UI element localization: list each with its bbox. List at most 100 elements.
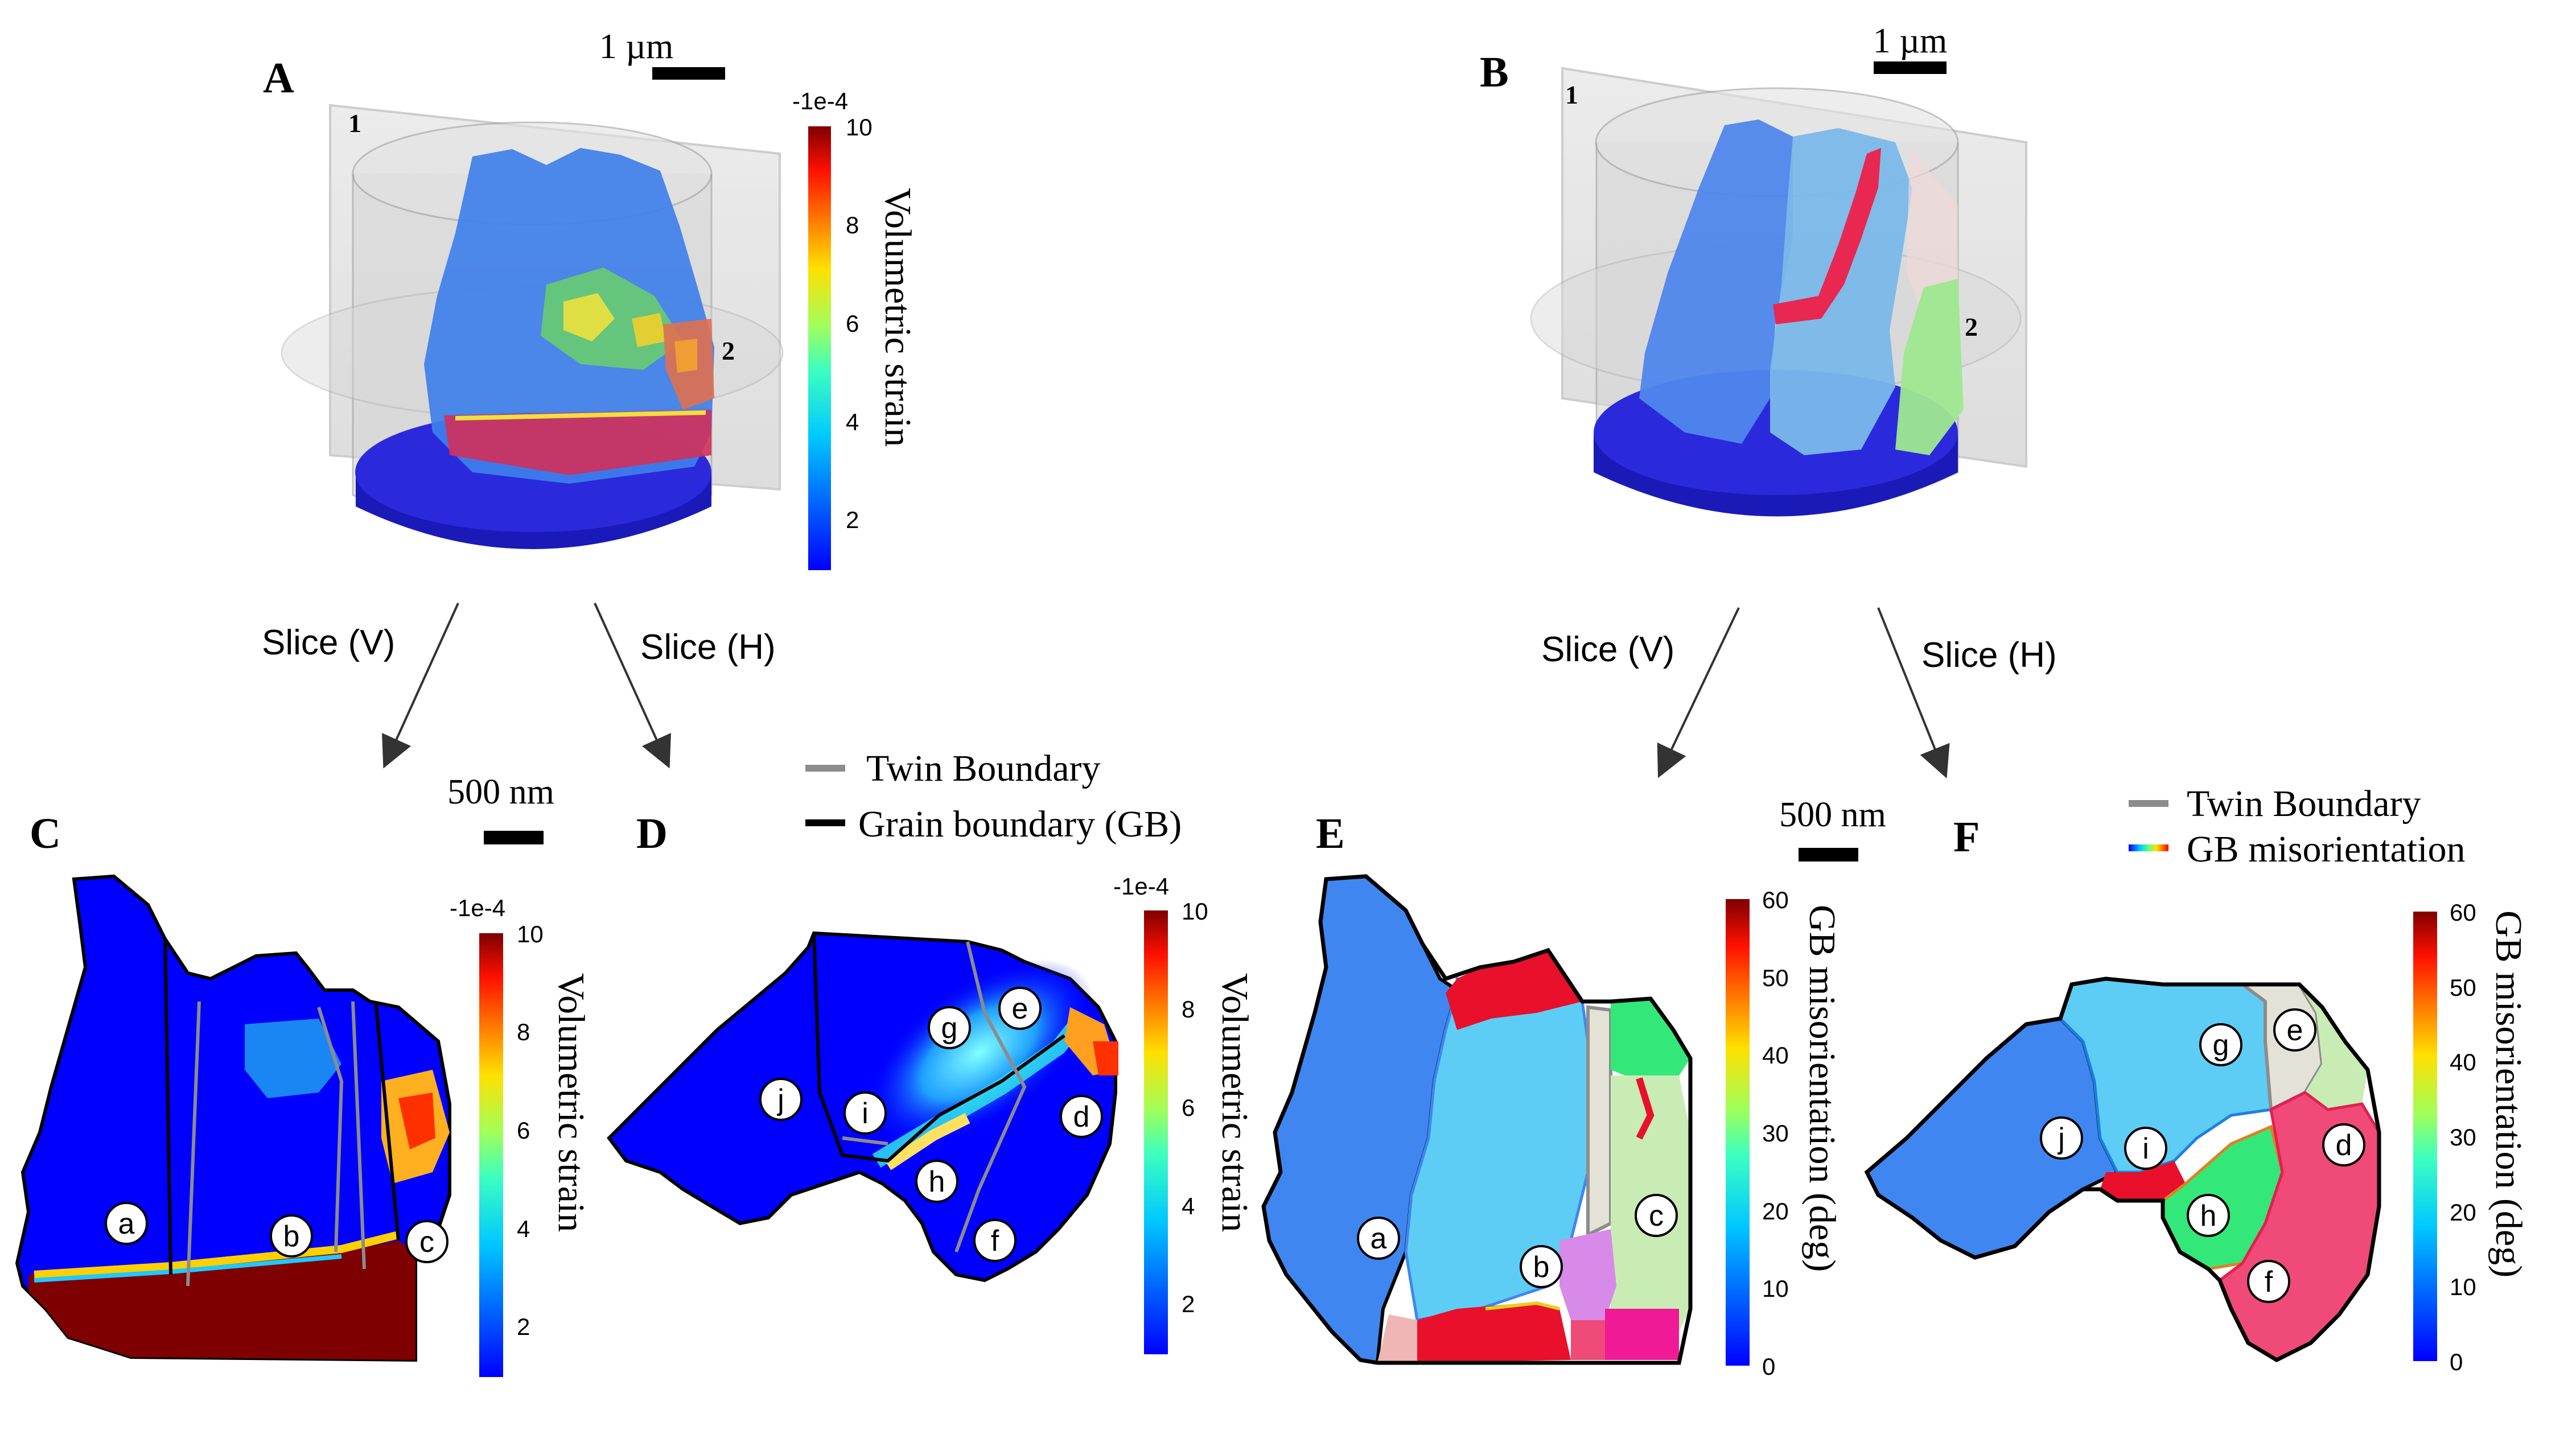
scale-label-c: 500 nm [447,773,554,811]
slice-marker-1-b: 1 [1565,80,1578,109]
colorbar-tick-c-1: 8 [517,1019,530,1045]
colorbar-multiplier-d: -1e-4 [1113,873,1169,900]
colorbar-tick-f-3: 30 [2450,1124,2476,1151]
grain-f-red [2100,1161,2186,1201]
svg-text:f: f [991,1225,999,1258]
slice-marker-2-b: 2 [1965,312,1978,341]
panel-letter-a: A [263,54,294,102]
colorbar-tick-a-2: 6 [846,310,859,337]
svg-text:i: i [862,1097,869,1130]
grain-e-red-top [1446,950,1582,1030]
colorbar-multiplier-c: -1e-4 [450,895,505,921]
grain-e-twin [1586,1005,1612,1238]
svg-text:b: b [1533,1251,1550,1284]
colorbar-tick-d-3: 4 [1182,1193,1195,1219]
panel-letter-f: F [1953,813,1980,861]
panel-letter-d: D [636,810,668,858]
colorbar-tick-e-1: 50 [1762,964,1789,991]
colorbar-tick-f-5: 10 [2450,1273,2476,1300]
panel-letter-e: E [1316,810,1345,858]
legend-twin-label-right: Twin Boundary [2187,783,2421,825]
grain-label-d-d: d [1060,1095,1103,1138]
grain-label-e-a: a [1357,1217,1400,1260]
colorbar-tick-d-4: 2 [1182,1291,1195,1317]
legend-gb-label-left: Grain boundary (GB) [858,803,1182,845]
colorbar-tick-a-0: 10 [846,114,873,141]
colorbar-tick-f-2: 40 [2450,1049,2476,1075]
panel-d: D j i g e d h f -1e-4 10 8 6 4 2 Volumet… [607,810,1256,1354]
colorbar-title-f: GB misorientation (deg) [2488,910,2529,1277]
colorbar-tick-c-2: 6 [517,1117,530,1144]
grain-label-f-d: d [2322,1123,2365,1167]
svg-text:g: g [941,1012,958,1045]
svg-text:g: g [2213,1029,2229,1062]
grain-label-d-f: f [973,1219,1017,1262]
panel-letter-b: B [1480,48,1509,96]
grain-label-f-h: h [2187,1194,2230,1237]
grain-label-f-g: g [2199,1023,2242,1066]
arrow-left-h [594,603,671,769]
legend-gb-swatch-left [805,819,845,826]
svg-text:a: a [118,1207,135,1240]
grain-e-magenta [1605,1309,1679,1360]
colorbar-tick-f-6: 0 [2450,1349,2463,1375]
colorbar-tick-c-4: 2 [517,1313,530,1340]
colorbar-tick-c-0: 10 [517,921,544,947]
legend-left: Twin Boundary Grain boundary (GB) [805,748,1182,845]
arrow-right-h [1877,607,1950,778]
colorbar-tick-e-3: 30 [1762,1120,1789,1147]
svg-text:b: b [283,1220,300,1253]
slice-arrows: Slice (V) Slice (H) Slice (V) Slice (H) [262,603,2057,778]
scale-label-a: 1 µm [599,27,673,66]
scale-bar-c [484,831,544,844]
grain-label-f-e: e [2273,1008,2316,1052]
grain-label-d-e: e [998,987,1042,1030]
grain-green-b [1895,279,1964,455]
grain-label-c-c: c [405,1220,448,1263]
colorbar-multiplier-a: -1e-4 [792,88,848,114]
grain-red-b [1773,148,1881,324]
grain-e-violet [1559,1229,1616,1320]
grain-label-c-a: a [105,1202,148,1245]
grain-label-c-b: b [270,1214,313,1258]
legend-right: Twin Boundary GB misorientation [2129,783,2465,870]
legend-gb-label-right: GB misorientation [2187,829,2465,870]
grain-blue-b [1639,119,1793,444]
colorbar-misor-e [1726,899,1750,1366]
svg-text:e: e [2287,1014,2303,1047]
colorbar-tick-d-1: 8 [1182,996,1195,1023]
grain-label-e-b: b [1520,1245,1563,1288]
scale-bar-b [1874,61,1947,74]
scale-label-e: 500 nm [1779,795,1886,834]
arrow-right-v [1657,607,1740,778]
svg-text:j: j [776,1083,784,1116]
colorbar-strain-c [479,933,503,1377]
panel-letter-c: C [30,810,61,858]
arrow-left-v [382,603,459,769]
legend-twin-swatch-right [2129,800,2168,807]
scale-label-b: 1 µm [1873,22,1947,60]
grain-lightblue-b [1770,128,1912,455]
svg-text:c: c [419,1226,434,1259]
grain-label-d-g: g [928,1006,971,1049]
colorbar-strain-a [808,126,831,570]
arrow-label-right-h: Slice (H) [1921,636,2057,675]
colorbar-title-a: Volumetric strain [877,188,919,447]
legend-gb-swatch-right [2129,844,2168,851]
svg-text:j: j [2057,1122,2065,1155]
svg-text:c: c [1649,1200,1664,1233]
colorbar-tick-e-2: 40 [1762,1042,1789,1069]
grain-label-e-c: c [1635,1194,1678,1237]
scale-bar-e [1799,848,1858,862]
colorbar-tick-e-6: 0 [1762,1353,1775,1380]
colorbar-tick-e-0: 60 [1762,887,1789,913]
grain-label-f-i: i [2124,1127,2167,1170]
panel-b: B 1 µm 1 2 [1480,22,2027,517]
colorbar-tick-e-5: 10 [1762,1275,1789,1302]
grain-f-lightgreen [2299,984,2368,1110]
panel-f: F j i g e d h f 60 50 40 30 20 10 0 GB m… [1864,813,2529,1375]
colorbar-tick-a-4: 2 [846,506,859,533]
slice-marker-1-a: 1 [348,109,361,138]
svg-text:d: d [1073,1100,1090,1134]
arrow-label-left-h: Slice (H) [640,628,776,667]
